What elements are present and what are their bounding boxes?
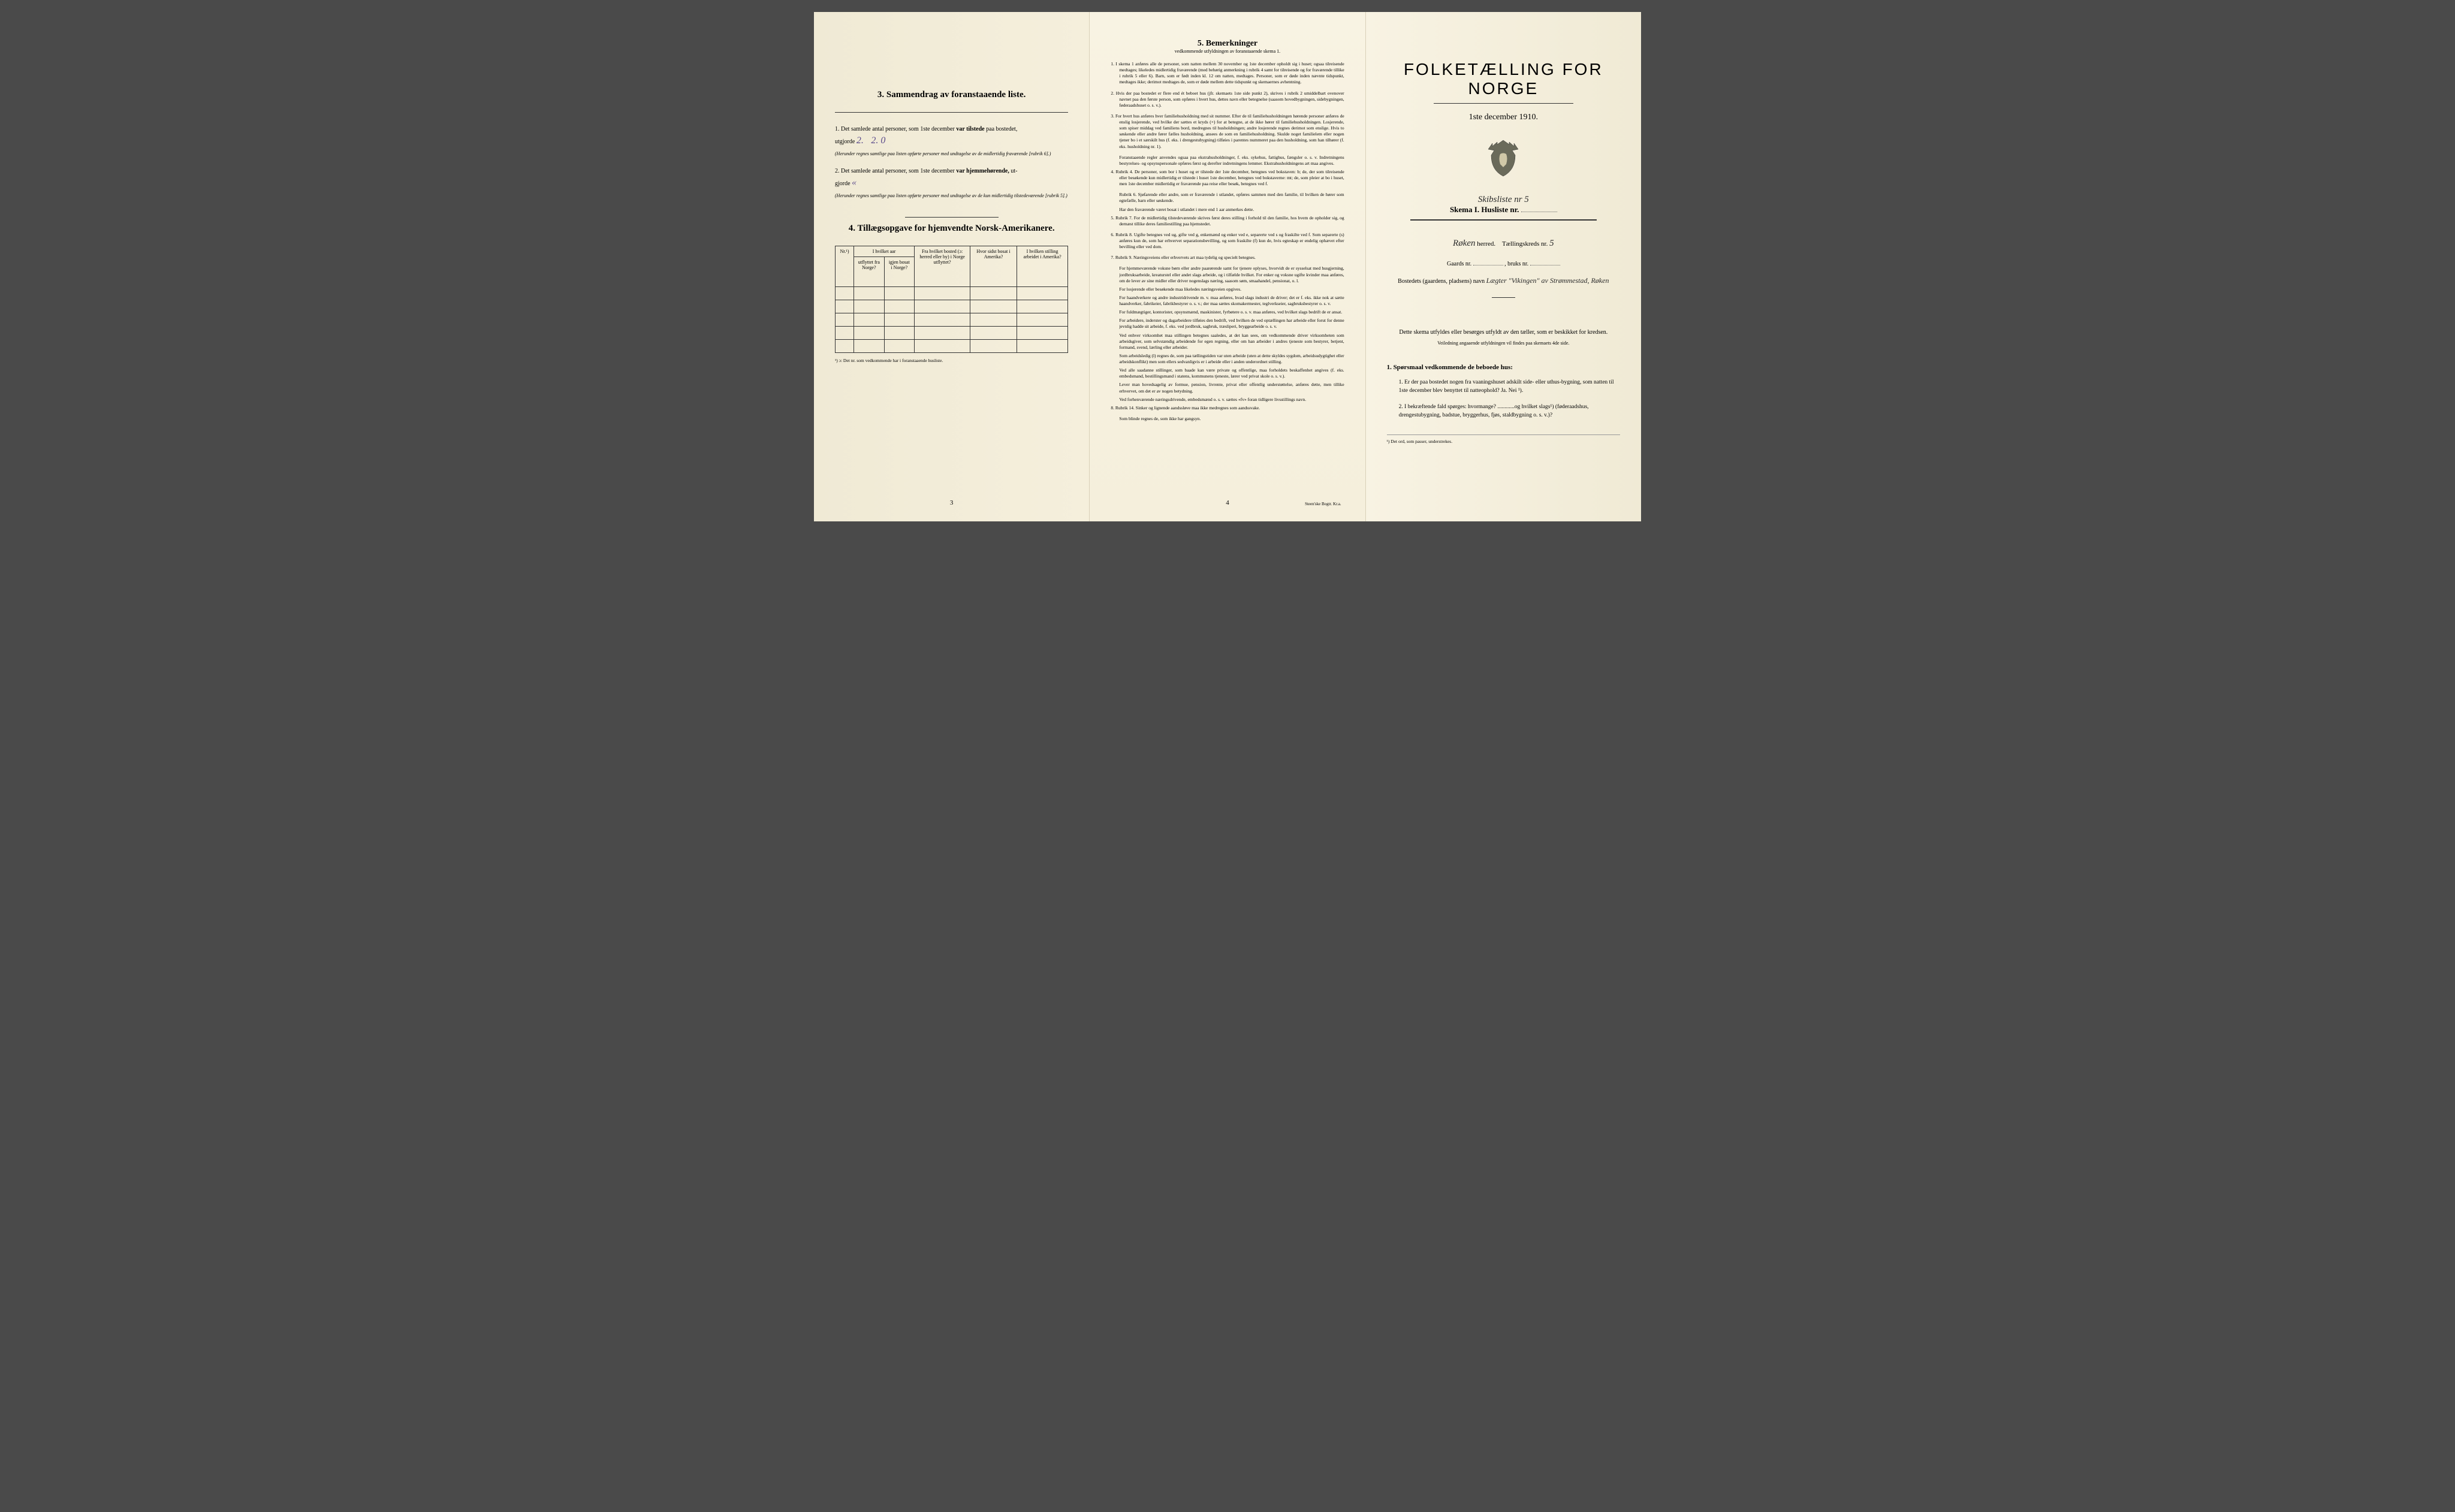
divider	[1410, 219, 1597, 221]
remark-3: 3. For hvert hus anføres hver familiehus…	[1111, 113, 1344, 150]
coat-of-arms	[1387, 137, 1620, 182]
instruction-main: Dette skema utfyldes eller besørges utfy…	[1387, 328, 1620, 337]
remark-8b: Som blinde regnes de, som ikke har gangs…	[1111, 416, 1344, 422]
section-5-subtitle: vedkommende utfyldningen av foranstaaend…	[1111, 49, 1344, 54]
table-row	[836, 300, 1068, 313]
panel-page-3: 3. Sammendrag av foranstaaende liste. 1.…	[814, 12, 1090, 521]
printer-credit: Steen'ske Bogtr. Kr.a.	[1305, 502, 1341, 506]
gaards-line: Gaards nr. , bruks nr.	[1387, 261, 1620, 267]
item-1: 1. Det samlede antal personer, som 1ste …	[835, 125, 1068, 157]
item-2-text-a: 2. Det samlede antal personer, som 1ste …	[835, 168, 955, 174]
table-row	[836, 287, 1068, 300]
remark-7e: For arbeidere, inderster og dagarbeidere…	[1111, 318, 1344, 330]
remark-4c: Har den fraværende været bosat i utlande…	[1111, 207, 1344, 213]
divider	[905, 217, 999, 218]
bruks-label: , bruks nr.	[1504, 261, 1528, 267]
remark-6: 6. Rubrik 8. Ugifte betegnes ved ug, gif…	[1111, 232, 1344, 250]
col-bosat: igjen bosat i Norge?	[884, 257, 914, 287]
bosted-label: Bostedets (gaardens, pladsens) navn	[1398, 278, 1485, 285]
col-bosted: Fra hvilket bosted (ɔ: herred eller by) …	[915, 246, 970, 287]
handwritten-count-3: «	[852, 177, 856, 188]
col-nr: Nr.¹)	[836, 246, 854, 287]
item-1-note: (Herunder regnes samtlige paa listen opf…	[835, 150, 1068, 157]
footnote-understrekes: ¹) Det ord, som passer, understrekes.	[1387, 434, 1620, 444]
census-document: 3. Sammendrag av foranstaaende liste. 1.…	[814, 12, 1641, 521]
remark-2: 2. Hvis der paa bostedet er flere end ét…	[1111, 90, 1344, 108]
panel-page-4: 5. Bemerkninger vedkommende utfyldningen…	[1090, 12, 1365, 521]
item-1-bold: var tilstede	[956, 126, 984, 132]
herred-line: Røken herred. Tællingskreds nr. 5	[1387, 239, 1620, 249]
col-aar: I hvilket aar	[854, 246, 915, 257]
page-number-4: 4	[1226, 499, 1229, 506]
item-1-text-b: paa bostedet,	[986, 126, 1017, 132]
remark-4b: Rubrik 6. Sjøfarende eller andre, som er…	[1111, 192, 1344, 204]
item-2-text-b: ut-	[1011, 168, 1017, 174]
bosted-line: Bostedets (gaardens, pladsens) navn Lægt…	[1387, 276, 1620, 285]
remark-7c: For haandverkere og andre industridriven…	[1111, 295, 1344, 307]
gaards-label: Gaards nr.	[1447, 261, 1471, 267]
table-header-row: Nr.¹) I hvilket aar Fra hvilket bosted (…	[836, 246, 1068, 257]
page-number-3: 3	[950, 499, 954, 506]
instruction-sub: Veiledning angaaende utfyldningen vil fi…	[1387, 340, 1620, 346]
taelling-handwritten: 5	[1549, 239, 1554, 248]
table-row	[836, 313, 1068, 327]
item-2: 2. Det samlede antal personer, som 1ste …	[835, 167, 1068, 199]
table-row	[836, 327, 1068, 340]
section-3-header: 3. Sammendrag av foranstaaende liste.	[835, 90, 1068, 100]
herred-handwritten: Røken	[1453, 239, 1475, 248]
remark-7b: For losjerende eller besøkende maa likel…	[1111, 286, 1344, 292]
remark-7: 7. Rubrik 9. Næringsveiens eller erhverv…	[1111, 255, 1344, 261]
table-wrapper: Nr.¹) I hvilket aar Fra hvilket bosted (…	[835, 246, 1068, 353]
taelling-label: Tællingskreds nr.	[1502, 240, 1548, 248]
remark-7d: For fuldmægtiger, kontorister, opsynsmæn…	[1111, 309, 1344, 315]
divider	[1492, 297, 1515, 298]
table-row	[836, 340, 1068, 353]
remark-4: 4. Rubrik 4. De personer, som bor i huse…	[1111, 169, 1344, 187]
table-footnote: ¹) ɔ: Det nr. som vedkommende har i fora…	[835, 358, 1068, 363]
remark-7g: Som arbeidsledig (l) regnes de, som paa …	[1111, 353, 1344, 365]
divider	[1434, 103, 1574, 104]
remark-3b: Foranstaaende regler anvendes ogsaa paa …	[1111, 155, 1344, 167]
remark-8: 8. Rubrik 14. Sinker og lignende aandssl…	[1111, 405, 1344, 411]
questions-header: 1. Spørsmaal vedkommende de beboede hus:	[1387, 364, 1620, 371]
handwritten-skibsliste: Skibsliste nr 5	[1387, 194, 1620, 205]
census-date: 1ste december 1910.	[1387, 113, 1620, 122]
item-2-line2: gjorde	[835, 180, 850, 187]
question-2: 2. I bekræftende fald spørges: hvormange…	[1399, 403, 1620, 420]
main-title: FOLKETÆLLING FOR NORGE	[1387, 60, 1620, 98]
skema-line: Skema I. Husliste nr.	[1387, 205, 1620, 215]
section-5-header: 5. Bemerkninger	[1111, 39, 1344, 49]
remark-7a: For hjemmeværende voksne børn eller andr…	[1111, 265, 1344, 283]
crest-icon	[1485, 137, 1521, 179]
col-amerika: Hvor sidst bosat i Amerika?	[970, 246, 1017, 287]
section-4-header: 4. Tillægsopgave for hjemvendte Norsk-Am…	[835, 224, 1068, 234]
handwritten-count-2: 2. 0	[871, 135, 885, 146]
remark-5: 5. Rubrik 7. For de midlertidig tilstede…	[1111, 215, 1344, 227]
amerika-table: Nr.¹) I hvilket aar Fra hvilket bosted (…	[835, 246, 1068, 353]
item-1-text-a: 1. Det samlede antal personer, som 1ste …	[835, 126, 955, 132]
item-2-note: (Herunder regnes samtlige paa listen opf…	[835, 192, 1068, 199]
item-1-line2: utgjorde	[835, 138, 855, 145]
herred-label: herred.	[1477, 240, 1495, 248]
divider	[835, 112, 1068, 113]
panel-title-page: FOLKETÆLLING FOR NORGE 1ste december 191…	[1366, 12, 1641, 521]
question-1: 1. Er der paa bostedet nogen fra vaaning…	[1399, 378, 1620, 396]
remark-7f: Ved enhver virksomhet maa stillingen bet…	[1111, 333, 1344, 351]
remark-7i: Lever man hovedsagelig av formue, pensio…	[1111, 382, 1344, 394]
remark-7j: Ved forhenværende næringsdrivende, embed…	[1111, 397, 1344, 403]
bosted-handwritten: Lægter "Vikingen" av Strømmestad, Røken	[1486, 276, 1609, 285]
remark-1: 1. I skema 1 anføres alle de personer, s…	[1111, 61, 1344, 86]
item-2-bold: var hjemmehørende,	[956, 168, 1009, 174]
remark-7h: Ved alle saadanne stillinger, som baade …	[1111, 367, 1344, 379]
handwritten-count-1: 2.	[856, 135, 864, 146]
col-utflyttet: utflyttet fra Norge?	[854, 257, 884, 287]
col-stilling: I hvilken stilling arbeidet i Amerika?	[1017, 246, 1067, 287]
